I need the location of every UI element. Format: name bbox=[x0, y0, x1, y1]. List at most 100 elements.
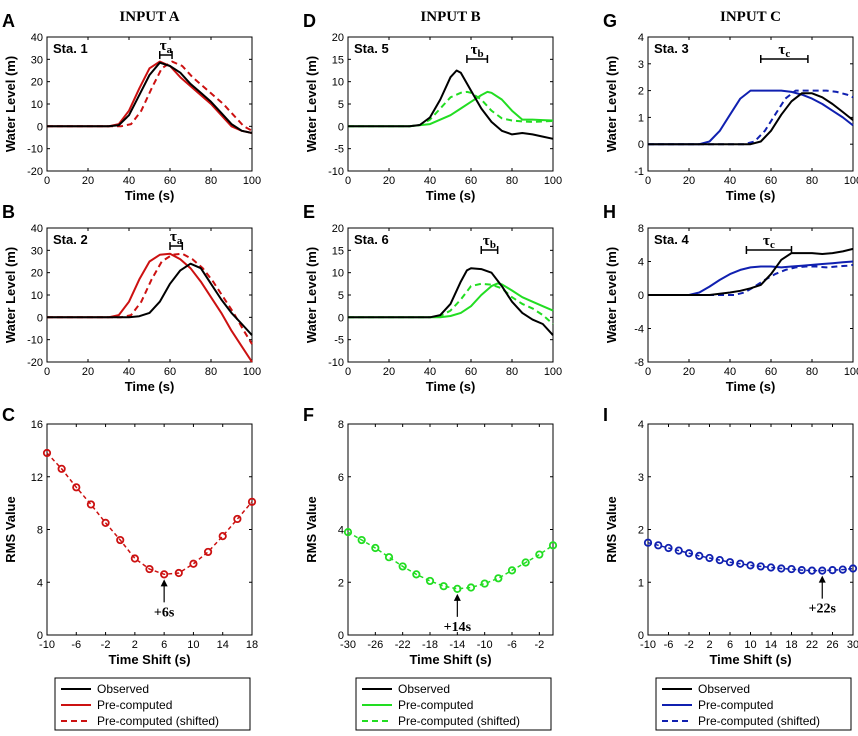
x-tick-label: 40 bbox=[424, 175, 436, 187]
x-tick-label: 100 bbox=[243, 366, 261, 378]
plot-frame bbox=[46, 36, 253, 172]
y-axis-label: Water Level (m) bbox=[604, 247, 619, 343]
x-axis-label: Time (s) bbox=[426, 379, 476, 394]
rms-point bbox=[203, 547, 213, 557]
legend: Observed Pre-computed Pre-computed (shifte… bbox=[355, 677, 552, 731]
y-tick-label: 10 bbox=[332, 77, 344, 89]
x-tick-label: -26 bbox=[367, 639, 383, 651]
rms-point bbox=[116, 535, 125, 545]
rms-point bbox=[42, 448, 52, 458]
rms-point bbox=[247, 497, 257, 506]
tau-subscript: c bbox=[770, 239, 775, 251]
y-tick-label: 4 bbox=[638, 257, 644, 269]
x-tick-label: 18 bbox=[246, 639, 258, 651]
legend-label: Pre-computed bbox=[698, 698, 773, 712]
y-tick-label: 30 bbox=[31, 54, 43, 66]
y-tick-label: 3 bbox=[638, 472, 644, 484]
rms-point bbox=[343, 528, 353, 537]
rms-point bbox=[57, 464, 66, 473]
x-tick-label: 80 bbox=[806, 366, 818, 378]
x-tick-label: -2 bbox=[684, 639, 694, 651]
x-axis-label: Time Shift (s) bbox=[409, 652, 491, 667]
tau-symbol: τ bbox=[160, 38, 167, 54]
x-tick-label: 22 bbox=[806, 639, 818, 651]
x-tick-label: 2 bbox=[706, 639, 712, 651]
y-tick-label: -1 bbox=[634, 166, 644, 178]
rms-point bbox=[828, 566, 837, 575]
rms-point bbox=[838, 565, 847, 574]
x-tick-label: 0 bbox=[645, 366, 651, 378]
x-tick-label: 80 bbox=[506, 366, 518, 378]
rms-point bbox=[233, 514, 242, 524]
rms-point bbox=[189, 559, 198, 568]
station-label: Sta. 4 bbox=[654, 232, 689, 247]
rms-point bbox=[507, 566, 517, 575]
rms-point bbox=[72, 483, 81, 492]
rms-point bbox=[535, 550, 544, 559]
y-axis-label: Water Level (m) bbox=[3, 247, 18, 343]
x-axis-label: Time Shift (s) bbox=[108, 652, 190, 667]
y-tick-label: 12 bbox=[31, 472, 43, 484]
series-pre-computed-shifted bbox=[348, 282, 554, 325]
x-axis-label: Time (s) bbox=[125, 379, 175, 394]
x-tick-label: 40 bbox=[724, 366, 736, 378]
y-tick-label: 0 bbox=[338, 630, 344, 642]
x-axis-label: Time (s) bbox=[726, 379, 776, 394]
x-tick-label: -10 bbox=[640, 639, 656, 651]
min-shift-label: +14s bbox=[444, 620, 472, 635]
rms-point bbox=[494, 574, 503, 583]
series-pre-computed bbox=[47, 60, 253, 134]
plot-frame bbox=[647, 36, 854, 172]
x-tick-label: -18 bbox=[422, 639, 438, 651]
rms-point bbox=[756, 562, 765, 571]
panel-letter-D: D bbox=[303, 11, 316, 31]
rms-point bbox=[766, 563, 776, 572]
y-tick-label: 10 bbox=[31, 99, 43, 111]
x-tick-label: -14 bbox=[449, 639, 465, 651]
x-tick-label: 20 bbox=[383, 175, 395, 187]
panel-H: 0 20 40 60 80 100 -8 -4 0 4 8 Time (s) Water Level (… bbox=[604, 223, 858, 394]
y-tick-label: 2 bbox=[338, 577, 344, 589]
series-observed bbox=[348, 69, 554, 140]
y-tick-label: -20 bbox=[27, 357, 43, 369]
rms-point bbox=[357, 535, 366, 545]
x-tick-label: 40 bbox=[424, 366, 436, 378]
tau-label: τc bbox=[778, 42, 790, 60]
rms-point bbox=[101, 518, 110, 528]
station-label: Sta. 3 bbox=[654, 41, 689, 56]
panel-F: -30 -26 -22 -18 -14 -10 -6 -2 0 2 4 6 8 Time Shift (s… bbox=[304, 419, 558, 667]
x-tick-label: 0 bbox=[645, 175, 651, 187]
rms-point bbox=[664, 543, 673, 553]
y-tick-label: 3 bbox=[638, 59, 644, 71]
x-tick-label: 20 bbox=[683, 175, 695, 187]
y-tick-label: 10 bbox=[31, 290, 43, 302]
rms-point bbox=[705, 553, 714, 563]
panel-D: 0 20 40 60 80 100 -10 -5 0 5 10 15 20 Time (s) Water L… bbox=[304, 32, 562, 203]
y-tick-label: 0 bbox=[638, 139, 644, 151]
rms-point bbox=[86, 500, 96, 509]
tau-subscript: b bbox=[490, 239, 496, 251]
y-tick-label: 0 bbox=[338, 312, 344, 324]
series-pre-computed-shifted bbox=[47, 252, 253, 345]
series-pre-computed-shifted bbox=[648, 89, 854, 146]
x-tick-label: 6 bbox=[727, 639, 733, 651]
series-pre-computed bbox=[348, 282, 554, 319]
y-tick-label: -10 bbox=[27, 335, 43, 347]
y-tick-label: 5 bbox=[338, 99, 344, 111]
rms-point bbox=[218, 531, 227, 541]
x-tick-label: 0 bbox=[44, 175, 50, 187]
panel-letter-B: B bbox=[2, 202, 15, 222]
rms-point bbox=[715, 555, 724, 565]
panel-letter-F: F bbox=[303, 405, 314, 425]
min-arrow-head bbox=[453, 593, 461, 601]
legend: Observed Pre-computed Pre-computed (shifte… bbox=[54, 677, 251, 731]
plot-frame bbox=[347, 36, 554, 172]
plot-frame bbox=[46, 227, 253, 363]
x-tick-label: 14 bbox=[217, 639, 229, 651]
x-tick-label: 20 bbox=[82, 175, 94, 187]
y-tick-label: 10 bbox=[332, 268, 344, 280]
panel-letter-H: H bbox=[603, 202, 616, 222]
